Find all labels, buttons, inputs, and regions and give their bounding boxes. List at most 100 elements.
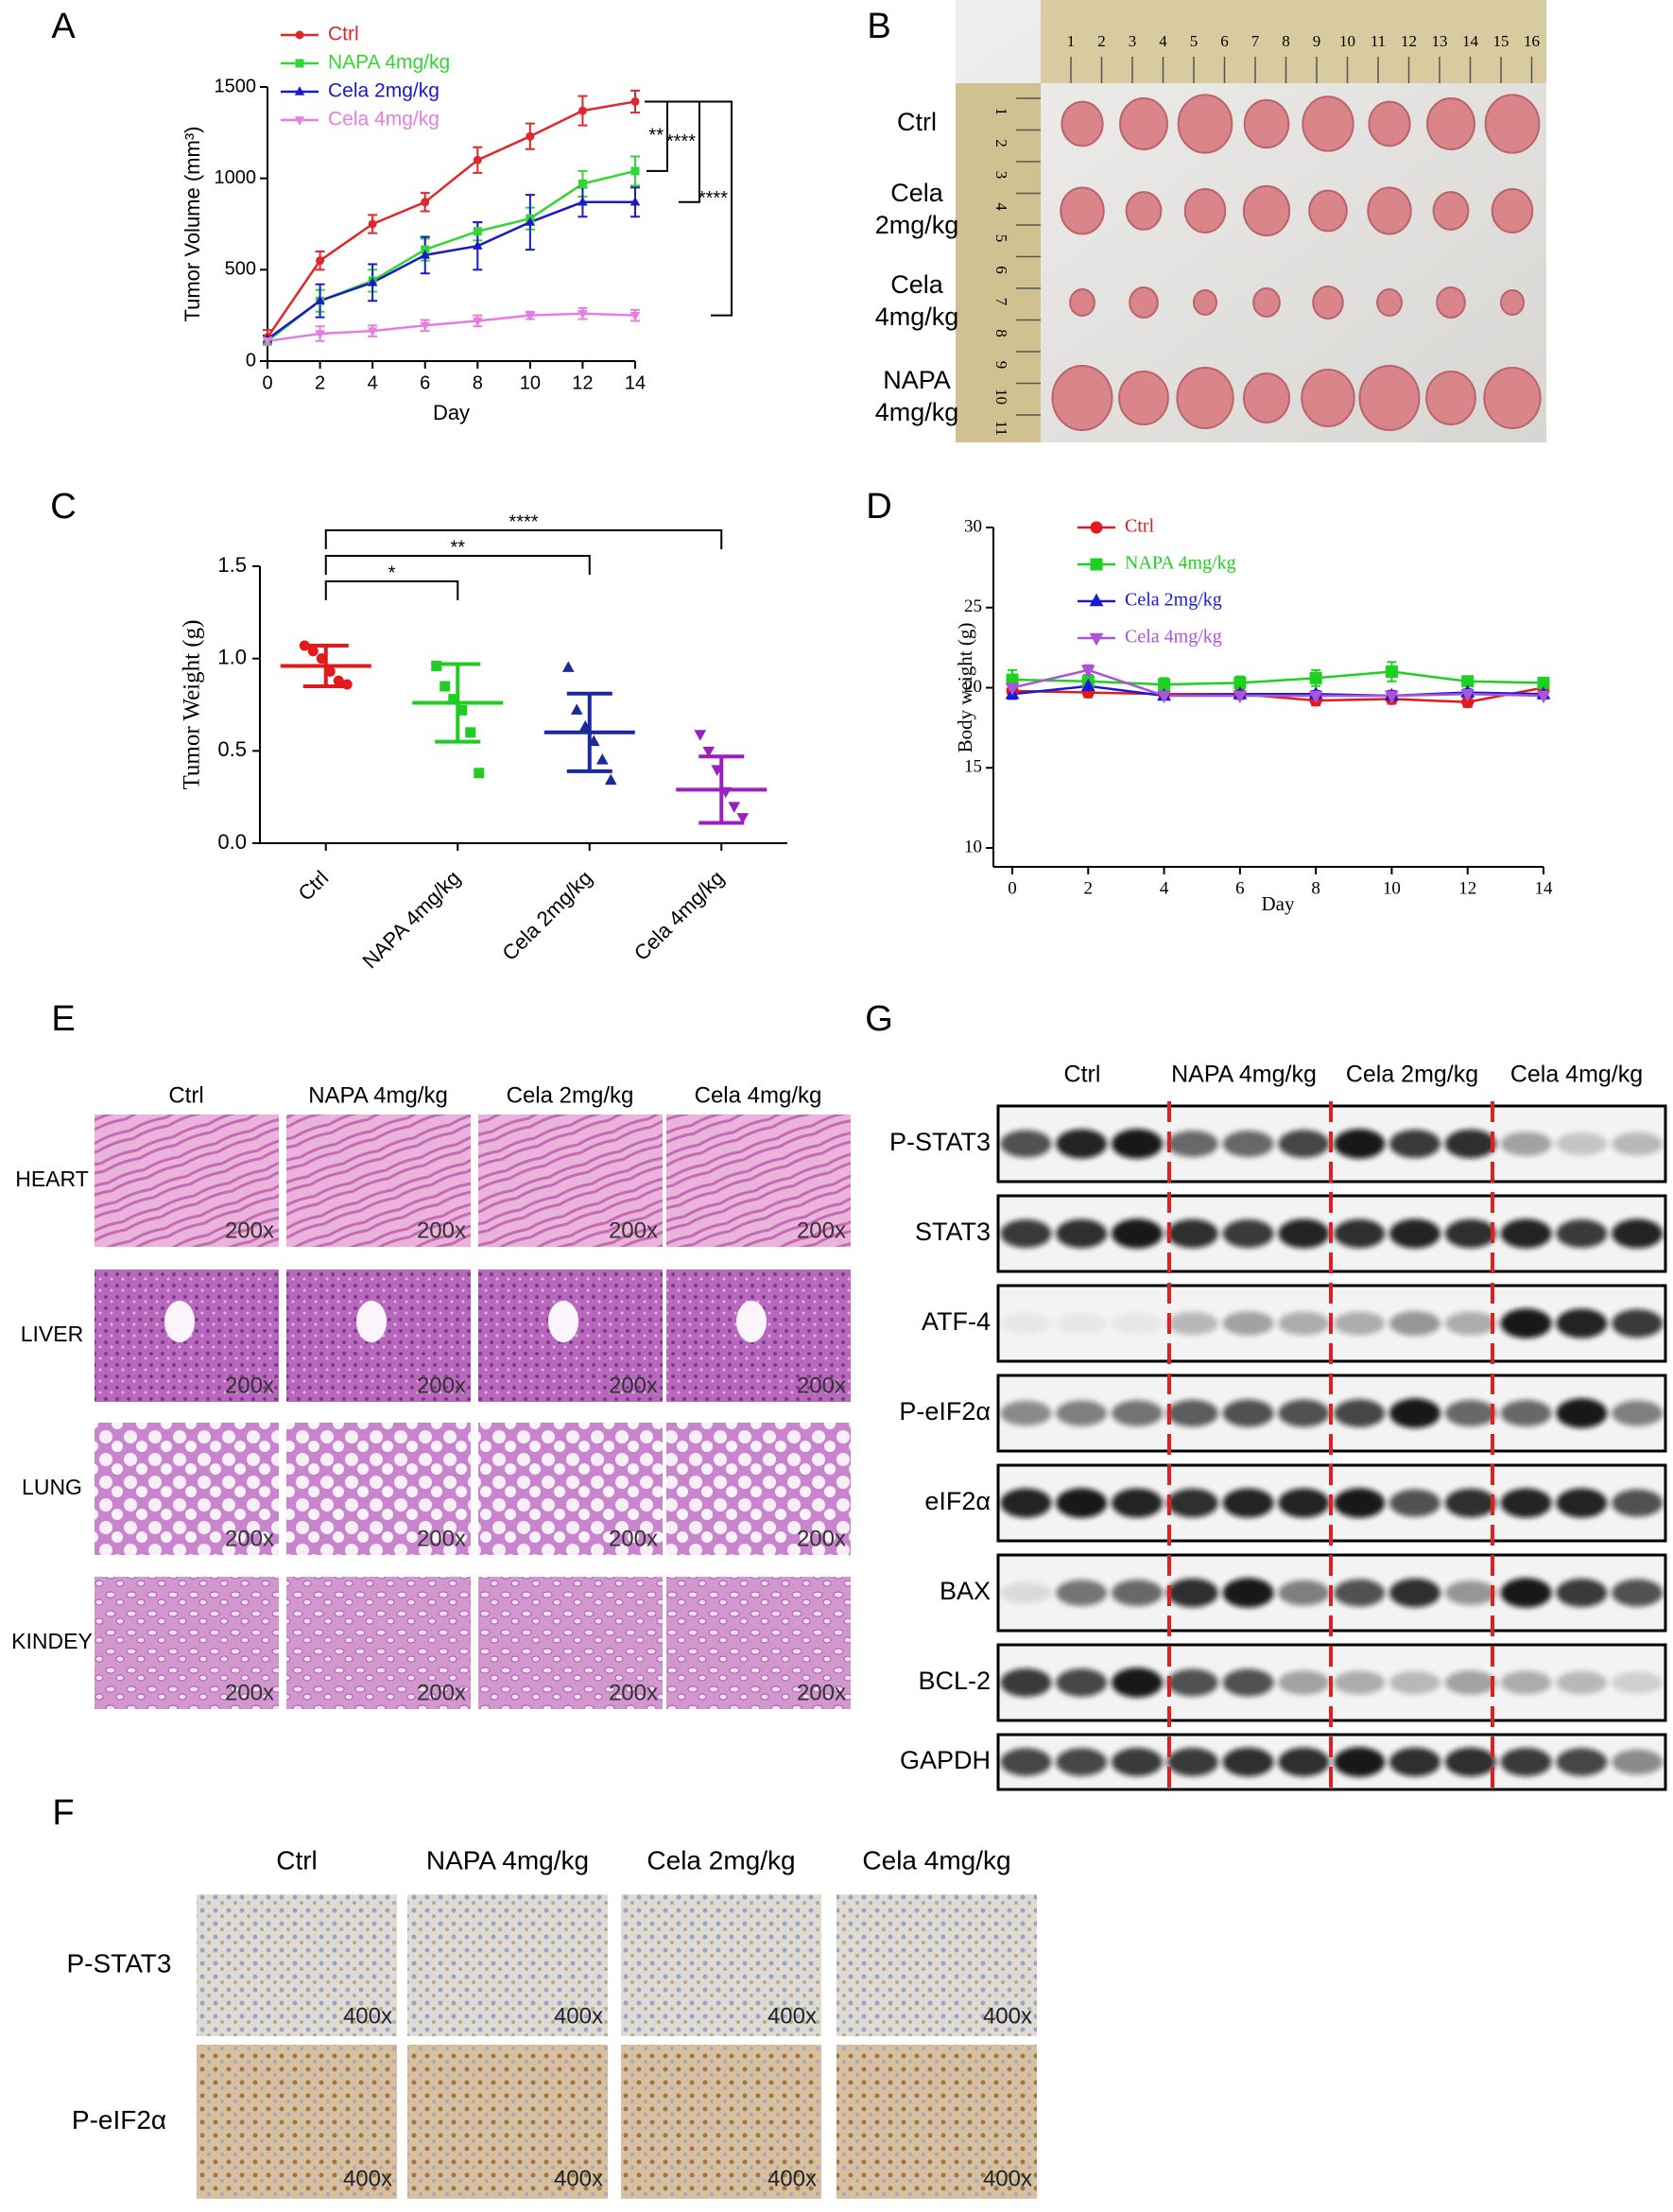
x-axis-label: Day: [1262, 892, 1295, 915]
blot-band: [1556, 1132, 1608, 1155]
blot-band: [1334, 1670, 1386, 1695]
y-tick-label: 1.0: [217, 645, 247, 668]
significance-label: ****: [666, 131, 696, 152]
row-label: P-eIF2α: [72, 2105, 166, 2134]
x-tick-label: 6: [420, 372, 430, 393]
data-point: [299, 640, 310, 651]
tumor: [1358, 364, 1421, 432]
blot-band: [1278, 1580, 1330, 1606]
data-point: [1308, 690, 1323, 704]
magnification-label: 400x: [768, 2003, 817, 2029]
ruler-number: 9: [1313, 32, 1321, 50]
row-label: P-eIF2α: [899, 1397, 991, 1426]
blot-band: [1112, 1218, 1163, 1249]
magnification-label: 200x: [417, 1218, 466, 1243]
tumor: [1118, 371, 1169, 425]
data-point: [1080, 665, 1095, 679]
x-tick-label: 2: [315, 372, 325, 393]
data-point: [630, 166, 640, 176]
data-point: [262, 337, 273, 347]
x-tick-label: 12: [572, 372, 593, 393]
y-tick-label: 500: [225, 259, 256, 280]
data-point: [1233, 690, 1248, 704]
blot-band: [1000, 1581, 1052, 1604]
ruler-number: 7: [992, 298, 1010, 306]
vessel: [736, 1301, 767, 1342]
blot-band: [1000, 1668, 1052, 1697]
blot-band: [1000, 1219, 1052, 1248]
blot-band: [1389, 1747, 1440, 1777]
blot-band: [1389, 1670, 1440, 1695]
legend-label: Cela 4mg/kg: [328, 109, 440, 130]
tumor: [1312, 285, 1344, 320]
row-label: HEART: [15, 1166, 89, 1191]
tumor: [1183, 188, 1227, 233]
ruler-number: 13: [1432, 32, 1448, 50]
tumor: [1242, 184, 1291, 237]
y-tick-label: 25: [964, 596, 982, 616]
blot-band: [1166, 1578, 1218, 1608]
significance-bracket: [645, 100, 733, 317]
group-header: NAPA 4mg/kg: [1171, 1062, 1317, 1088]
blot-band: [1278, 1488, 1330, 1518]
ruler-number: 8: [992, 329, 1010, 337]
blot-band: [1334, 1311, 1386, 1336]
data-point: [1385, 665, 1398, 679]
blot-band: [1000, 1400, 1052, 1426]
row-label: P-STAT3: [67, 1948, 172, 1978]
data-point: [316, 653, 327, 665]
blot-band: [1389, 1130, 1440, 1158]
column-header: NAPA 4mg/kg: [426, 1845, 589, 1875]
error-bar: [302, 643, 349, 688]
blot-band: [1112, 1580, 1163, 1606]
x-tick-label: 0: [1008, 878, 1017, 898]
line-chart: 0 2 4 6 8 10 12 14 10 15 20 25 30 Day Body weight (g) C…: [954, 516, 1553, 915]
data-point: [702, 746, 716, 758]
y-axis-label: Tumor Weight (g): [180, 620, 205, 790]
blot-band: [1500, 1578, 1552, 1608]
row-label: 2mg/kg: [875, 211, 959, 239]
data-point: [595, 753, 609, 765]
ruler-number: 3: [992, 171, 1010, 180]
blot-band: [1000, 1748, 1052, 1776]
blot-band: [1556, 1670, 1608, 1695]
data-point: [420, 321, 430, 332]
magnification-label: 400x: [554, 2166, 603, 2191]
data-point: [367, 327, 378, 337]
legend-label: NAPA 4mg/kg: [328, 52, 450, 74]
row-label: KINDEY: [11, 1629, 93, 1653]
blot-band: [1444, 1747, 1496, 1777]
data-point: [465, 727, 476, 738]
tumor: [1193, 289, 1217, 316]
tumor: [1302, 95, 1354, 152]
tumor: [1500, 289, 1525, 316]
tumor: [1119, 97, 1168, 150]
histology-image: [478, 1115, 663, 1247]
ruler-left: [956, 83, 1041, 442]
ruler-number: 7: [1251, 32, 1260, 50]
histology-image: [666, 1115, 851, 1247]
data-point: [578, 106, 587, 115]
significance-bracket: [324, 580, 459, 600]
legend-marker: [295, 59, 304, 68]
blot-band: [1222, 1311, 1274, 1336]
data-point: [578, 179, 587, 188]
x-tick-label: 4: [368, 372, 378, 393]
blot-band: [1278, 1670, 1330, 1695]
blot-band: [1278, 1311, 1330, 1336]
ruler-number: 5: [1190, 32, 1199, 50]
blot-band: [1166, 1218, 1218, 1249]
blot-band: [1056, 1580, 1108, 1606]
row-label: 4mg/kg: [875, 398, 959, 426]
ihc-image: [621, 1894, 821, 2036]
blot-band: [1389, 1398, 1440, 1428]
tumor: [1376, 288, 1403, 317]
data-point: [1536, 690, 1551, 704]
x-tick-label: 8: [1311, 878, 1320, 898]
blot-band: [1222, 1488, 1274, 1518]
x-axis-label: Day: [433, 401, 470, 424]
y-tick-label: 1000: [215, 167, 257, 188]
tumor: [1301, 369, 1355, 427]
blot-band: [1278, 1399, 1330, 1427]
blot-band: [1556, 1488, 1608, 1518]
